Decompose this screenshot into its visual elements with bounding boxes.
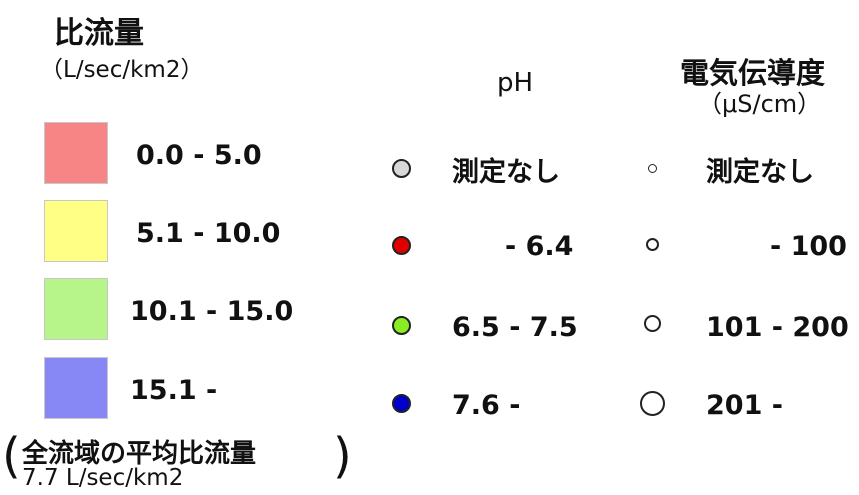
flow-legend-title: 比流量: [54, 16, 144, 51]
flow-range-label: 10.1 - 15.0: [130, 296, 294, 327]
ph-range-label: - 6.4: [505, 231, 574, 262]
ph-legend-title: pH: [497, 68, 534, 98]
close-paren: ): [333, 428, 352, 484]
conductivity-range-label: 測定なし: [706, 157, 814, 188]
conductivity-range-label: 101 - 200: [706, 312, 849, 343]
flow-swatch-0-5: [44, 122, 108, 184]
flow-swatch-10-15: [44, 278, 108, 340]
flow-range-label: 15.1 -: [130, 375, 218, 406]
conductivity-legend-title: 電気伝導度: [680, 56, 826, 90]
average-flow-title: 全流域の平均比流量: [22, 439, 257, 469]
flow-range-label: 5.1 - 10.0: [136, 218, 281, 249]
ph-marker-low: [392, 236, 411, 255]
conductivity-marker-large: [640, 391, 665, 416]
conductivity-legend-unit: （μS/cm）: [698, 90, 822, 118]
conductivity-range-label: 201 -: [706, 390, 783, 421]
conductivity-range-label: - 100: [770, 231, 847, 262]
conductivity-marker-medium: [644, 315, 661, 332]
conductivity-marker-small: [646, 238, 659, 251]
ph-range-label: 7.6 -: [452, 390, 521, 421]
flow-legend-unit: （L/sec/km2）: [40, 57, 204, 83]
ph-marker-no-data: [392, 159, 411, 178]
flow-swatch-5-10: [44, 200, 108, 262]
ph-range-label: 6.5 - 7.5: [452, 312, 578, 343]
ph-range-label: 測定なし: [452, 157, 560, 188]
ph-marker-neutral: [392, 316, 411, 335]
flow-swatch-15-plus: [44, 357, 108, 419]
average-flow-value: 7.7 L/sec/km2: [22, 465, 184, 491]
conductivity-marker-no-data: [648, 164, 657, 173]
ph-marker-high: [392, 394, 411, 413]
open-paren: (: [2, 428, 21, 484]
flow-range-label: 0.0 - 5.0: [136, 140, 262, 171]
